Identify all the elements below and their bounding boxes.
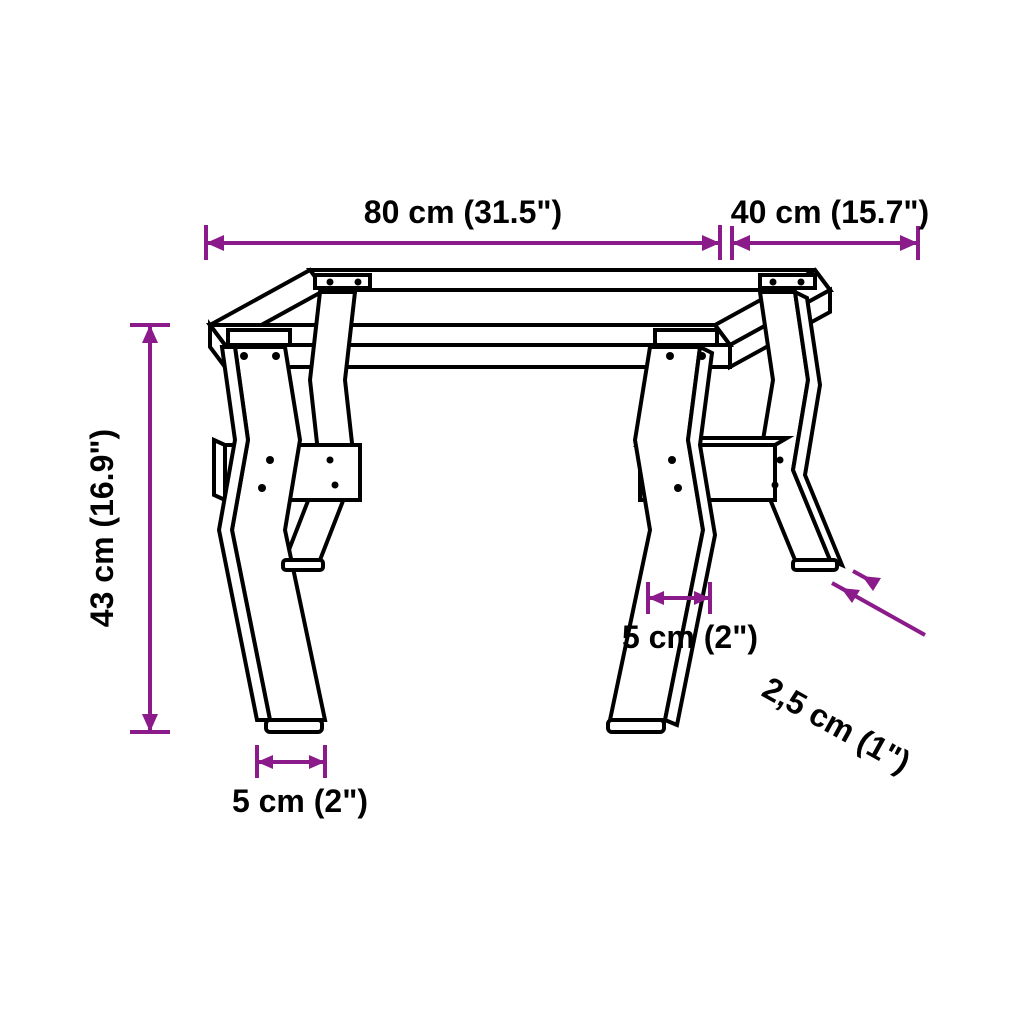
bracket-bl (315, 275, 370, 288)
dim-height (130, 325, 170, 732)
right-front-foot (608, 720, 664, 732)
bracket-fr (655, 330, 717, 345)
bracket-br (760, 275, 815, 288)
dim-depth (732, 226, 918, 260)
dim-depth-label: 40 cm (15.7") (731, 194, 929, 230)
dim-width-label: 80 cm (31.5") (364, 194, 562, 230)
dim-leg-thick (832, 571, 925, 635)
dim-leg-front-label: 5 cm (2") (232, 783, 368, 819)
dim-width (206, 225, 720, 260)
left-leg-crossbar-side (214, 440, 225, 500)
bracket-fl (228, 330, 290, 345)
left-front-foot (266, 720, 322, 732)
dim-height-label: 43 cm (16.9") (84, 429, 120, 627)
left-back-foot (283, 560, 323, 570)
dim-leg-front (257, 745, 325, 778)
table-top-back-rail (310, 270, 830, 290)
dim-leg-back-label: 5 cm (2") (622, 619, 758, 655)
right-back-foot (793, 560, 837, 570)
dim-leg-thick-label: 2,5 cm (1") (757, 670, 917, 780)
dimension-diagram: 80 cm (31.5") 40 cm (15.7") 43 cm (16.9"… (0, 0, 1024, 1024)
